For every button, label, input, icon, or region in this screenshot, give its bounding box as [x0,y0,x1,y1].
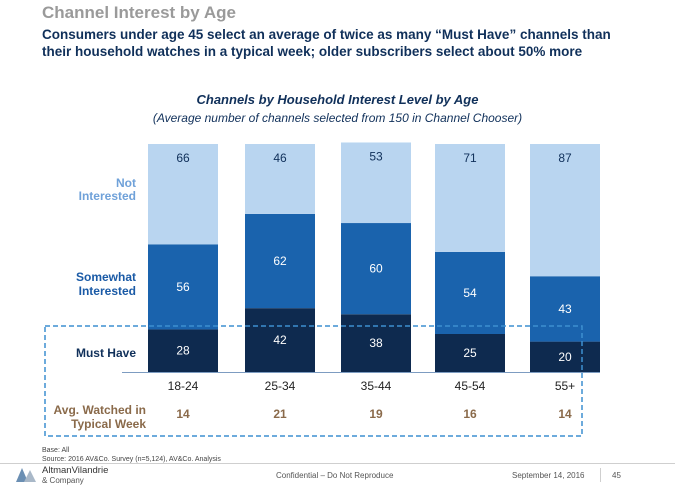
page-separator [600,468,601,482]
logo-name: AltmanVilandrie [42,465,109,476]
bar-must-have-45-54 [435,334,505,372]
row-label-not-interested: Not Interested [79,176,136,203]
bar-must-have-25-34 [245,308,315,372]
avg-watched-value-45-54: 16 [463,407,477,421]
data-label-somewhat-25-34: 62 [273,254,287,268]
stacked-bar-chart: 28 56 66 18-24 42 62 46 25-34 38 60 53 35-44 25 54 71 4… [44,142,600,437]
x-tick-label-35-44: 35-44 [361,379,392,393]
avg-watched-value-35-44: 19 [369,407,383,421]
bar-somewhat-45-54 [435,251,505,334]
avg-watched-value-55+: 14 [558,407,572,421]
bar-must-have-18-24 [148,329,218,372]
bar-must-have-35-44 [341,314,411,372]
data-label-must-have-25-34: 42 [273,333,287,347]
bar-somewhat-18-24 [148,244,218,330]
footer-date: September 14, 2016 [512,471,585,480]
bar-not-interested-45-54 [435,144,505,252]
bar-not-interested-25-34 [245,144,315,214]
must-have-highlight-box [44,325,583,437]
bar-not-interested-18-24 [148,144,218,245]
chart-title: Channels by Household Interest Level by … [196,92,479,107]
row-label-must-have: Must Have [76,346,136,360]
data-label-must-have-18-24: 28 [176,344,190,358]
row-label-somewhat-interested: Somewhat Interested [76,270,136,298]
data-label-not-interested-18-24: 66 [176,151,190,165]
company-logo-text: AltmanVilandrie & Company [42,466,108,486]
data-label-somewhat-18-24: 56 [176,280,190,294]
x-tick-label-25-34: 25-34 [265,379,296,393]
avg-watched-label: Avg. Watched in Typical Week [54,403,147,431]
company-logo-icon [16,468,36,482]
chart-subtitle: (Average number of channels selected fro… [152,111,523,125]
x-tick-label-55+: 55+ [555,379,575,393]
data-label-somewhat-35-44: 60 [369,262,383,276]
bar-must-have-55+ [530,341,600,372]
avg-watched-value-18-24: 14 [176,407,190,421]
data-label-somewhat-45-54: 54 [463,286,477,300]
logo-subname: & Company [42,476,84,485]
data-label-not-interested-55+: 87 [558,151,572,165]
data-label-somewhat-55+: 43 [558,302,572,316]
data-label-not-interested-25-34: 46 [273,151,287,165]
bar-not-interested-35-44 [341,142,411,224]
bar-somewhat-25-34 [245,213,315,309]
bar-somewhat-35-44 [341,223,411,315]
slide-subtitle: Consumers under age 45 select an average… [42,27,611,59]
source-note: Source: 2016 AV&Co. Survey (n=5,124), AV… [42,456,221,463]
bar-somewhat-55+ [530,276,600,342]
slide-title: Channel Interest by Age [42,3,236,22]
data-label-not-interested-35-44: 53 [369,149,383,163]
x-tick-label-45-54: 45-54 [455,379,486,393]
base-note: Base: All [42,447,70,454]
x-tick-label-18-24: 18-24 [168,379,199,393]
data-label-must-have-55+: 20 [558,350,572,364]
page-number: 45 [612,471,621,480]
data-label-not-interested-45-54: 71 [463,151,477,165]
data-label-must-have-45-54: 25 [463,346,477,360]
bar-not-interested-55+ [530,144,600,277]
data-label-must-have-35-44: 38 [369,336,383,350]
avg-watched-value-25-34: 21 [273,407,287,421]
chart-notes: Base: All Source: 2016 AV&Co. Survey (n=… [42,446,221,464]
confidential-notice: Confidential – Do Not Reproduce [276,471,394,480]
footer-divider [0,463,675,464]
